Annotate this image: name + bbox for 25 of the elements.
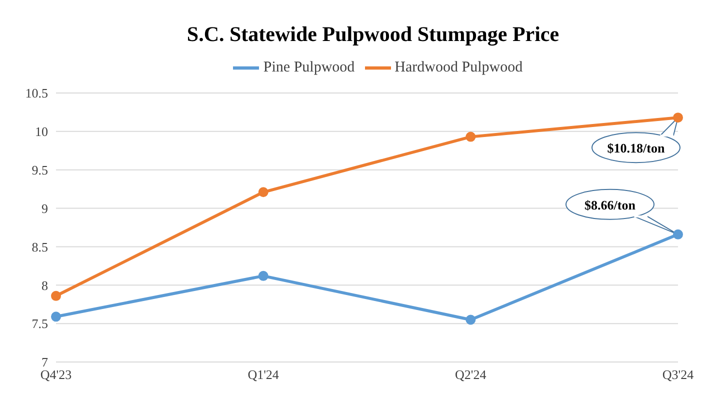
x-tick-label: Q4'23 [40,367,72,382]
y-tick-label: 8.5 [32,239,48,254]
point [673,112,683,123]
y-tick-label: 9 [42,200,48,216]
y-tick-label: 7 [42,354,48,370]
point [51,290,61,301]
point [466,132,476,142]
x-tick-label: Q2'24 [455,367,487,382]
legend-label: Hardwood Pulpwood [394,59,523,76]
chart-title: S.C. Statewide Pulpwood Stumpage Price [186,21,560,47]
y-tick-label: 9.5 [32,162,48,178]
point [258,187,268,198]
point [466,314,476,325]
x-tick-label: Q3'24 [662,367,694,382]
point [258,270,268,281]
y-tick-label: 10 [35,124,48,140]
annotation: $8.66/ton [584,197,636,212]
legend-label: Pine Pulpwood [263,59,355,76]
y-tick-label: 8 [42,278,48,293]
y-tick-label: 10.5 [25,86,48,101]
annotation: $10.18/ton [607,140,666,156]
x-tick-label: Q1'24 [248,367,280,382]
point [673,229,683,240]
y-tick-label: 7.5 [32,316,48,332]
point [51,312,61,322]
